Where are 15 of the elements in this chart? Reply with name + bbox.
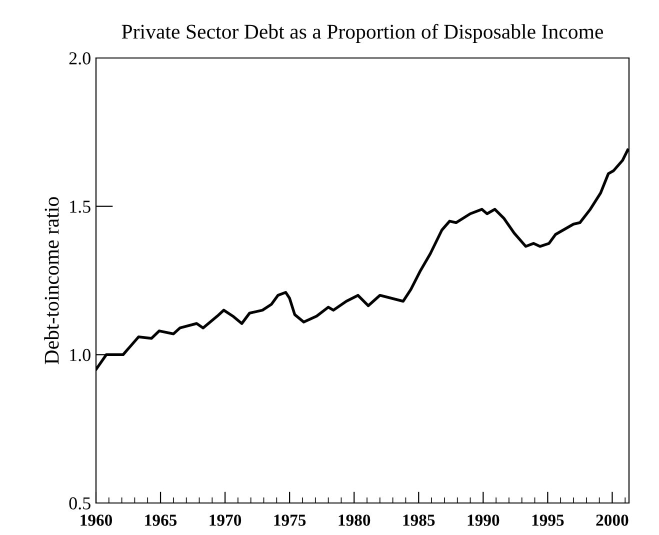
x-tick-label: 1965 bbox=[145, 514, 177, 526]
x-tick-label: 1980 bbox=[338, 514, 370, 526]
x-tick-label: 1975 bbox=[274, 514, 306, 526]
x-tick-label: 1995 bbox=[532, 514, 564, 526]
y-tick-label: 0.5 bbox=[69, 497, 90, 510]
y-tick-label: 1.5 bbox=[70, 200, 90, 213]
chart-title: Private Sector Debt as a Proportion of Disposable Income bbox=[122, 24, 604, 43]
y-axis-title: Debt-toincome ratio bbox=[44, 197, 59, 364]
y-tick-label: 1.0 bbox=[70, 348, 90, 362]
y-tick-label: 2.0 bbox=[69, 52, 90, 65]
x-tick-label: 1960 bbox=[80, 514, 112, 526]
x-tick-label: 1990 bbox=[468, 514, 500, 526]
x-tick-label: 1985 bbox=[403, 514, 435, 526]
x-tick-label: 2000 bbox=[596, 514, 628, 526]
x-tick-label: 1970 bbox=[210, 514, 242, 526]
